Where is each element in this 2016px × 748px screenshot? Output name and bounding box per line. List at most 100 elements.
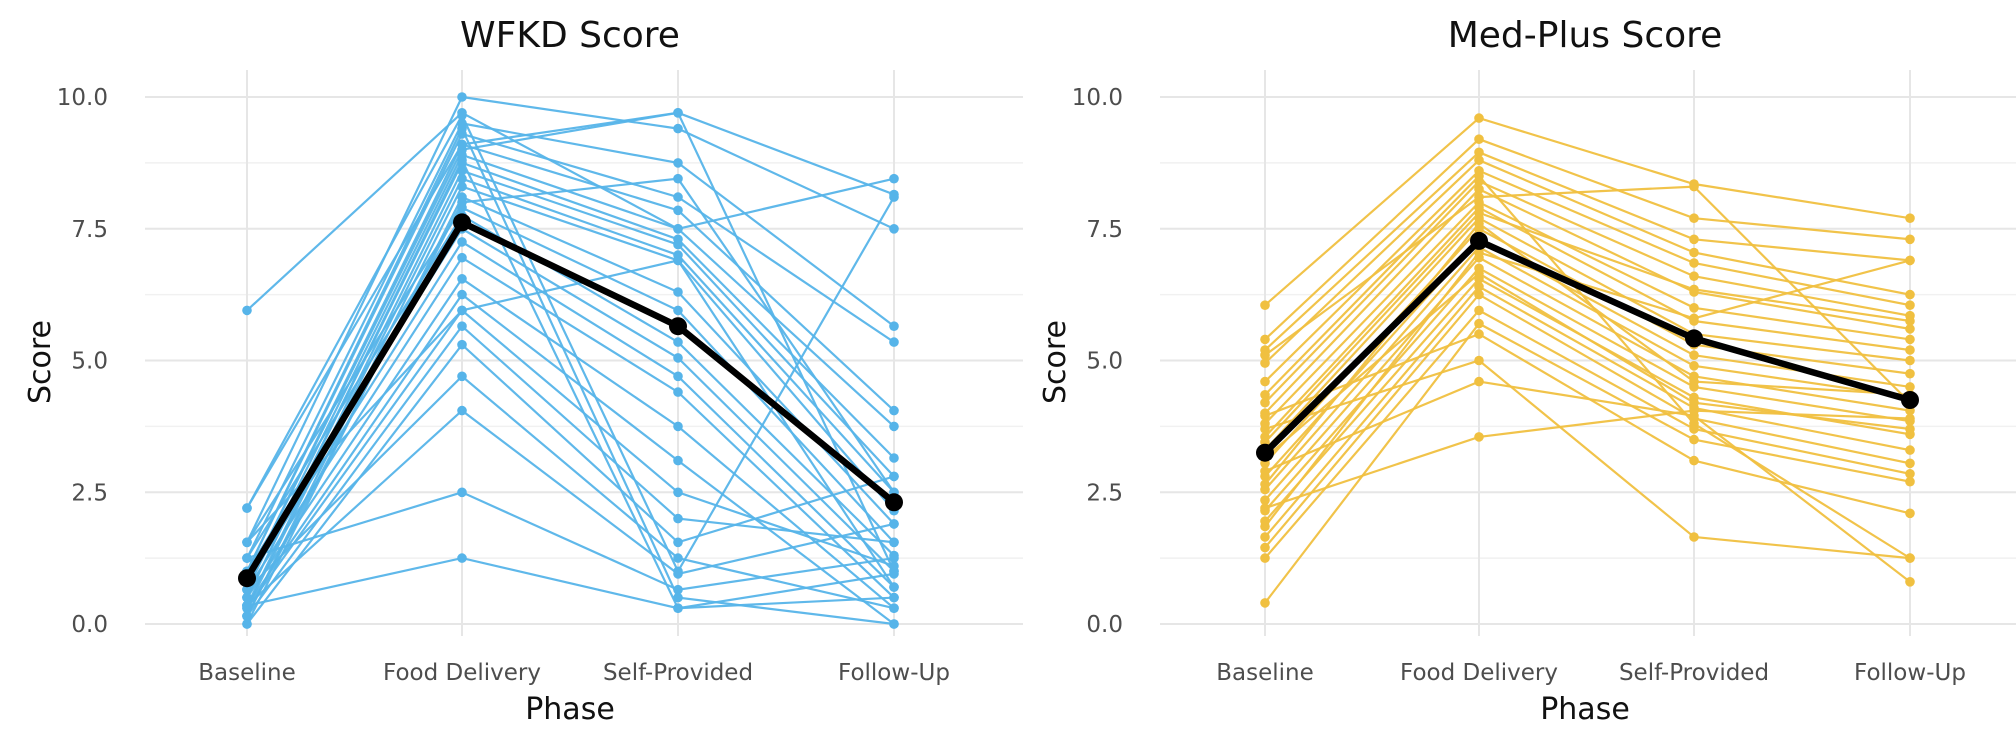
- individual-point: [673, 305, 683, 316]
- individual-line: [246, 112, 895, 574]
- individual-line: [246, 111, 895, 583]
- individual-point: [1474, 281, 1484, 292]
- individual-point: [673, 387, 683, 397]
- individual-point: [457, 321, 467, 332]
- individual-point: [1905, 316, 1915, 326]
- individual-point: [673, 287, 683, 297]
- individual-point: [673, 158, 683, 168]
- individual-point: [457, 123, 467, 134]
- individual-point: [889, 553, 899, 563]
- individual-point: [1689, 434, 1699, 445]
- x-tick-label: Follow-Up: [838, 660, 950, 686]
- individual-point: [1260, 350, 1270, 361]
- x-tick-label: Self-Provided: [1619, 660, 1769, 686]
- individual-point: [457, 92, 467, 102]
- individual-point: [673, 455, 683, 466]
- individual-line: [246, 308, 895, 609]
- individual-line: [246, 206, 895, 544]
- individual-point: [889, 603, 899, 613]
- individual-point: [1260, 542, 1270, 553]
- individual-point: [457, 173, 467, 184]
- individual-point: [1689, 234, 1699, 245]
- y-tick-labels: 0.0 2.5 5.0 7.5 10.0: [1072, 85, 1123, 638]
- individual-line: [1264, 151, 1911, 351]
- individual-point: [1474, 268, 1484, 279]
- individual-point: [1689, 213, 1699, 223]
- individual-point: [1474, 192, 1484, 202]
- individual-point: [889, 519, 899, 529]
- individual-line: [246, 256, 895, 599]
- individual-point: [457, 553, 467, 563]
- x-tick-labels: Baseline Food Delivery Self-Provided Follow…: [1216, 660, 1966, 686]
- individual-point: [1905, 424, 1915, 434]
- individual-line: [1264, 285, 1911, 538]
- individual-point: [1474, 289, 1484, 300]
- mean-series: [238, 213, 903, 588]
- x-tick-label: Baseline: [1216, 660, 1314, 686]
- individual-point: [1260, 479, 1270, 490]
- individual-point: [1689, 271, 1699, 282]
- individual-point: [1905, 577, 1915, 587]
- individual-point: [673, 566, 683, 577]
- individual-line: [1264, 185, 1911, 404]
- individual-point: [1689, 405, 1699, 416]
- individual-point: [1905, 234, 1915, 245]
- individual-point: [1260, 598, 1270, 608]
- individual-point: [673, 255, 683, 266]
- individual-line: [246, 293, 895, 625]
- individual-point: [1905, 413, 1915, 424]
- individual-point: [1260, 503, 1270, 513]
- individual-point: [242, 503, 252, 513]
- individual-point: [673, 353, 683, 363]
- individual-series: [242, 92, 899, 629]
- individual-point: [457, 405, 467, 416]
- individual-point: [1474, 208, 1484, 218]
- individual-point: [1474, 155, 1484, 165]
- individual-point: [889, 619, 899, 629]
- individual-line: [1264, 206, 1911, 438]
- individual-point: [1905, 255, 1915, 266]
- y-tick-labels: 0.0 2.5 5.0 7.5 10.0: [57, 85, 108, 638]
- individual-line: [1264, 245, 1911, 491]
- individual-point: [1260, 553, 1270, 563]
- individual-line: [246, 95, 895, 543]
- individual-point: [673, 537, 683, 548]
- individual-point: [673, 173, 683, 184]
- panel-title: Med-Plus Score: [1448, 15, 1723, 56]
- individual-point: [242, 611, 252, 621]
- individual-point: [1474, 432, 1484, 442]
- individual-line: [246, 277, 895, 610]
- individual-line: [1264, 216, 1911, 451]
- individual-point: [1689, 350, 1699, 361]
- individual-point: [457, 166, 467, 176]
- y-tick-label: 7.5: [71, 217, 108, 243]
- y-tick-label: 2.5: [1086, 480, 1123, 506]
- individual-point: [1260, 300, 1270, 311]
- individual-point: [889, 471, 899, 482]
- individual-point: [1260, 397, 1270, 408]
- individual-point: [889, 321, 899, 332]
- individual-point: [242, 619, 252, 629]
- individual-point: [673, 224, 683, 234]
- mean-point: [1470, 231, 1488, 250]
- individual-point: [673, 337, 683, 347]
- individual-point: [1905, 382, 1915, 392]
- individual-line: [246, 556, 895, 610]
- individual-point: [1905, 476, 1915, 487]
- individual-point: [1905, 458, 1915, 469]
- mean-point: [1685, 329, 1703, 348]
- individual-line: [1264, 272, 1911, 459]
- y-tick-label: 10.0: [1072, 85, 1123, 111]
- med-plus-score-panel: Med-Plus Score Phase Score 0.0 2.5 5.0 7.5 1…: [1038, 15, 2016, 727]
- individual-line: [1264, 211, 1911, 443]
- individual-line: [246, 177, 895, 609]
- individual-point: [889, 405, 899, 416]
- individual-point: [1689, 258, 1699, 268]
- individual-point: [1905, 445, 1915, 455]
- mean-point: [885, 493, 903, 512]
- individual-point: [1260, 358, 1270, 368]
- individual-point: [1260, 390, 1270, 400]
- individual-point: [673, 603, 683, 613]
- individual-point: [1905, 324, 1915, 334]
